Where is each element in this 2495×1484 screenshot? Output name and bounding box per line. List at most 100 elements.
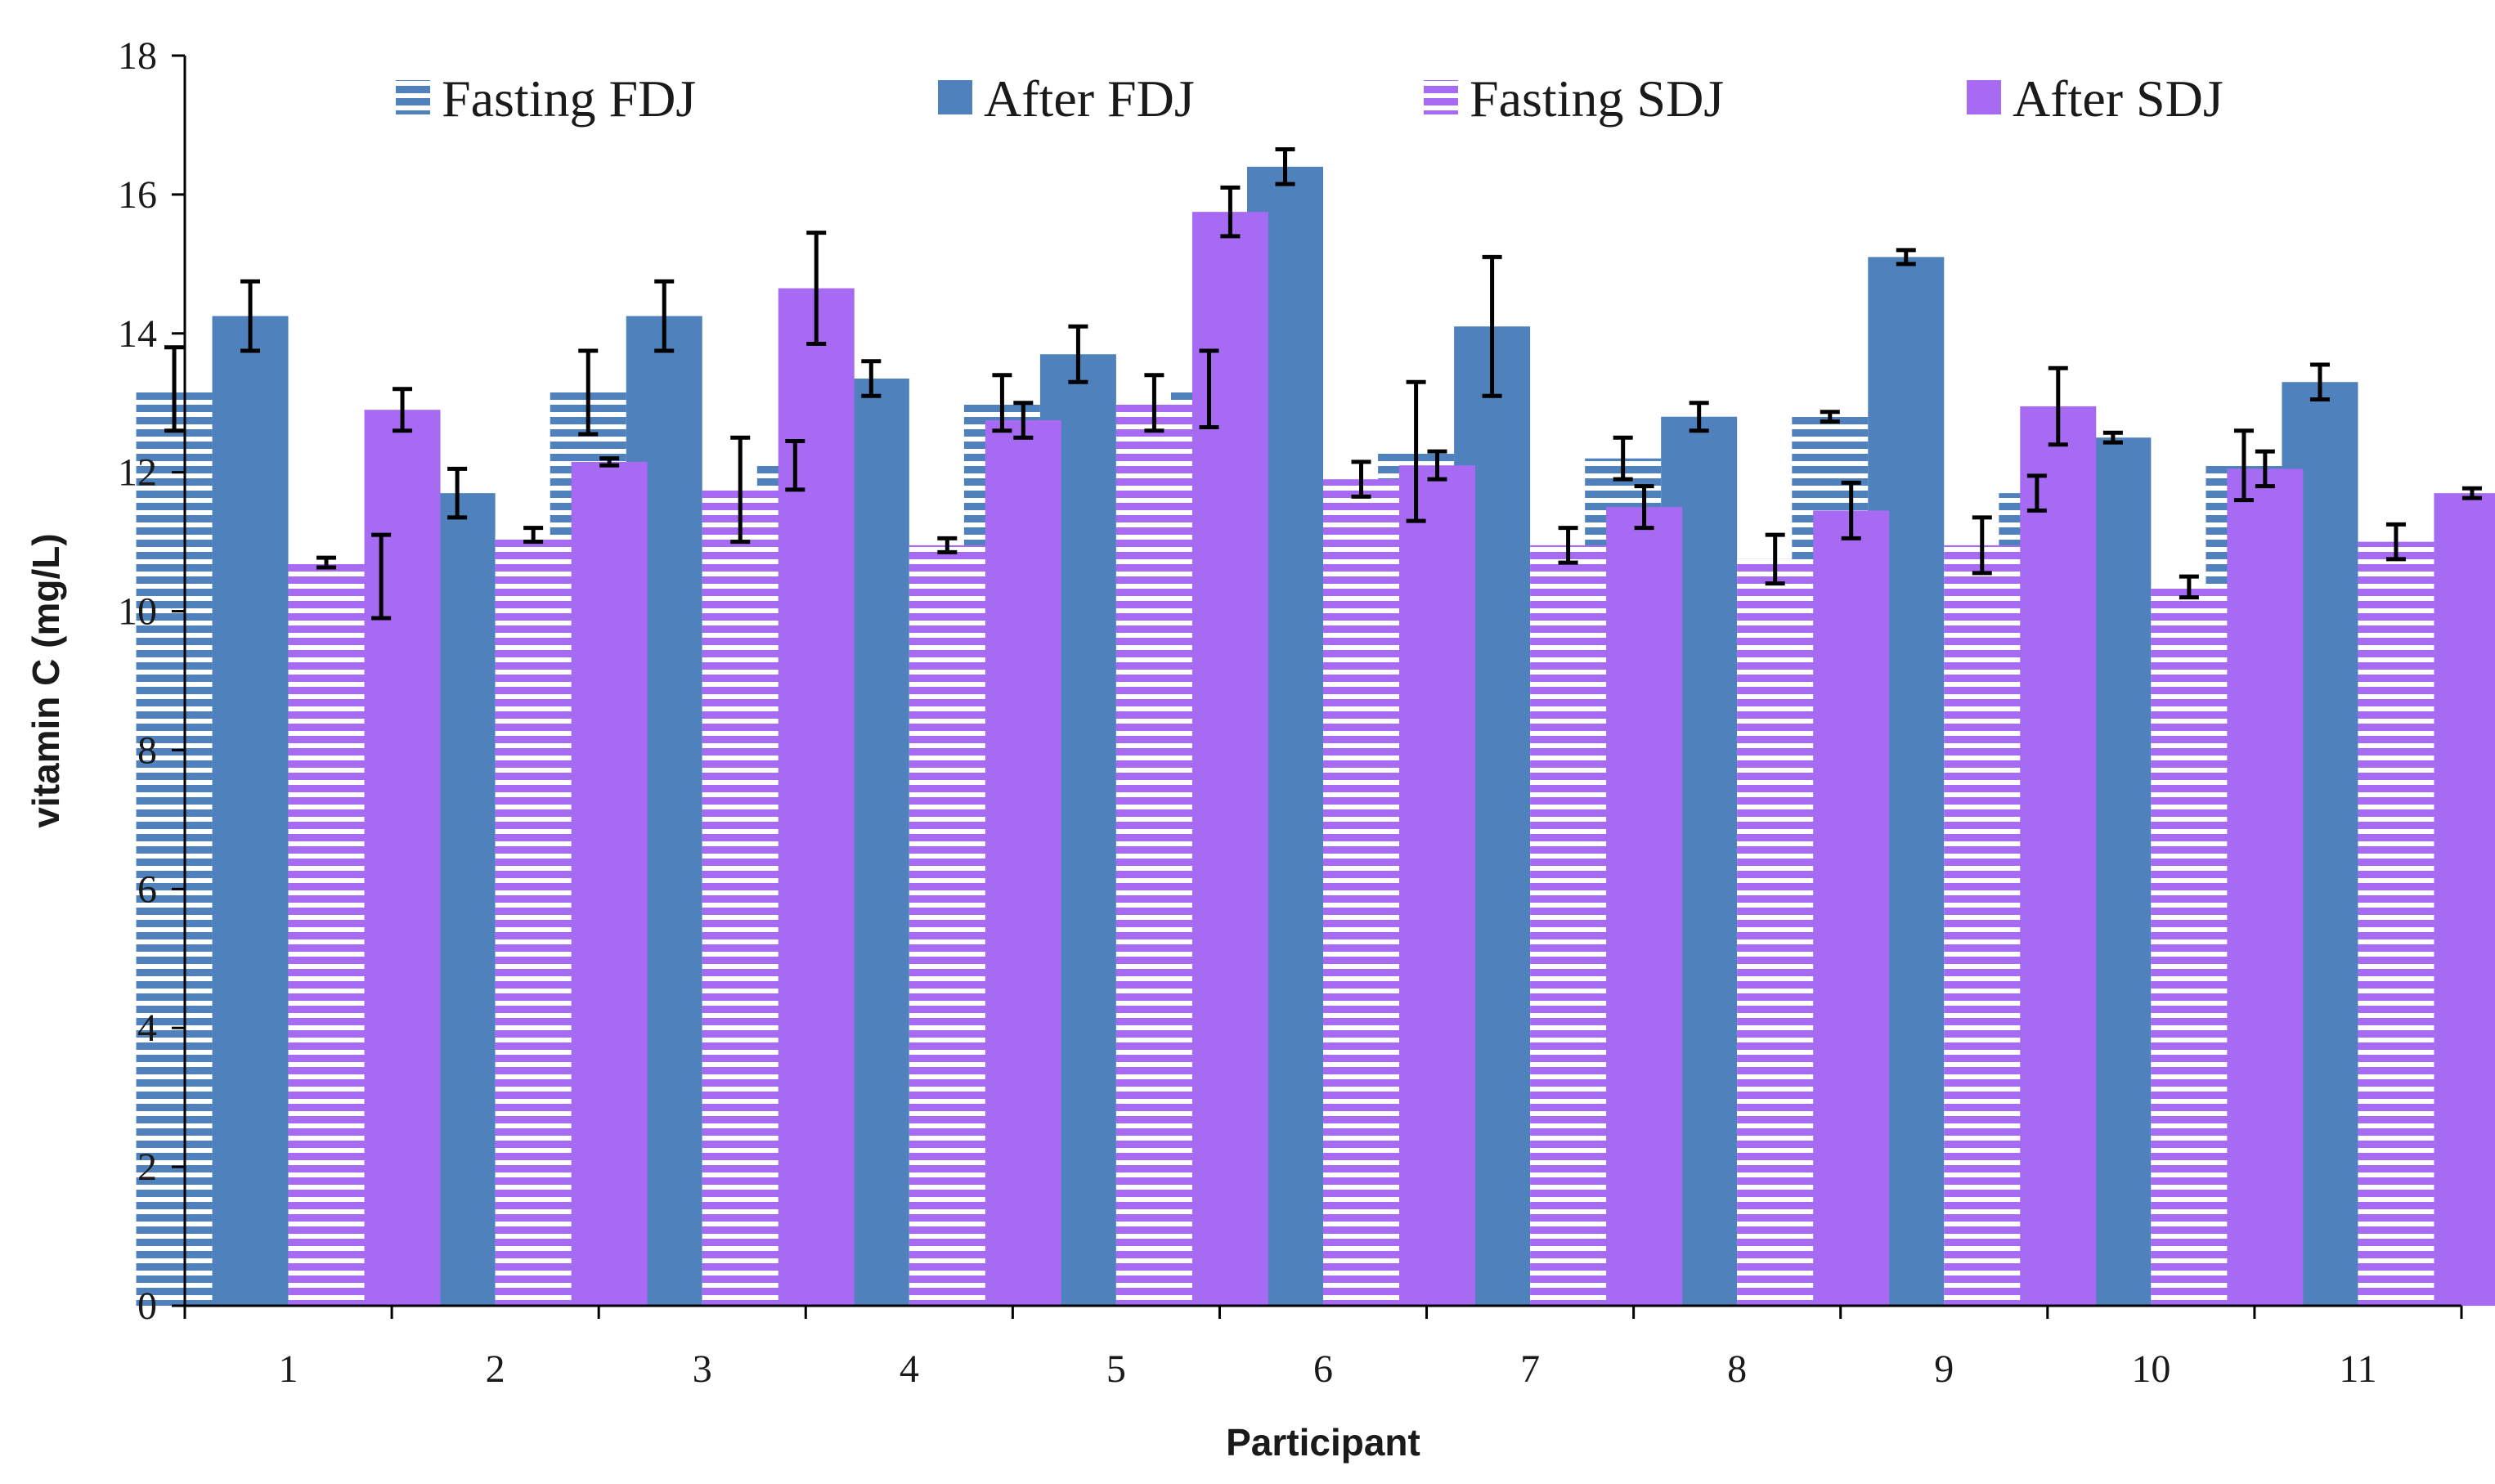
legend-label: Fasting FDJ — [442, 69, 696, 128]
error-bar-after-sdj-participant-2 — [599, 456, 620, 468]
bar-fasting-sdj-participant-1 — [288, 563, 365, 1306]
y-tick-label: 6 — [137, 868, 157, 911]
bar-fasting-sdj-participant-2 — [495, 535, 572, 1306]
x-tick-label: 7 — [1520, 1347, 1540, 1391]
error-bar-fasting-fdj-participant-2 — [371, 532, 392, 621]
error-bar-after-fdj-participant-8 — [1689, 401, 1709, 433]
error-bar-fasting-sdj-participant-6 — [1351, 460, 1371, 499]
bar-after-sdj-participant-8 — [1813, 510, 1890, 1306]
error-bar-fasting-sdj-participant-5 — [1144, 373, 1164, 433]
bar-after-sdj-participant-6 — [1399, 465, 1475, 1306]
legend-swatch — [1967, 80, 2001, 114]
error-bar-after-sdj-participant-4 — [1013, 401, 1034, 440]
bar-fasting-sdj-participant-10 — [2151, 586, 2228, 1306]
error-bar-fasting-fdj-participant-7 — [1406, 379, 1426, 523]
error-bars-layer — [164, 147, 2482, 621]
bar-after-sdj-participant-7 — [1606, 507, 1683, 1306]
x-tick-label: 4 — [900, 1347, 919, 1391]
error-bar-fasting-sdj-participant-10 — [2179, 574, 2199, 600]
error-bar-fasting-fdj-participant-5 — [992, 373, 1012, 433]
error-bar-after-fdj-participant-9 — [1896, 248, 1916, 267]
error-bar-after-fdj-participant-4 — [861, 359, 882, 398]
bars-layer — [136, 166, 2495, 1307]
error-bar-after-fdj-participant-3 — [654, 279, 675, 353]
error-bar-after-sdj-participant-7 — [1634, 484, 1654, 531]
error-bar-after-fdj-participant-6 — [1275, 147, 1295, 186]
error-bar-after-sdj-participant-5 — [1220, 185, 1241, 239]
x-tick-label: 6 — [1313, 1347, 1333, 1391]
x-tick-label: 11 — [2339, 1347, 2376, 1391]
error-bar-after-sdj-participant-3 — [806, 231, 827, 347]
error-bar-fasting-sdj-participant-2 — [523, 526, 544, 545]
legend-item-after-fdj: After FDJ — [938, 69, 1195, 128]
legend: Fasting FDJ After FDJ Fasting SDJ After SDJ — [396, 69, 2224, 128]
bar-after-sdj-participant-1 — [364, 410, 441, 1306]
error-bar-fasting-fdj-participant-3 — [578, 348, 599, 437]
error-bar-after-fdj-participant-5 — [1068, 324, 1088, 384]
bar-fasting-sdj-participant-8 — [1737, 558, 1814, 1306]
bar-after-sdj-participant-11 — [2434, 493, 2495, 1306]
error-bar-after-fdj-participant-10 — [2102, 430, 2123, 445]
error-bar-after-fdj-participant-7 — [1482, 254, 1502, 398]
bar-after-sdj-participant-9 — [2020, 406, 2097, 1306]
y-tick-label: 18 — [118, 34, 157, 78]
bar-fasting-sdj-participant-4 — [909, 545, 985, 1306]
error-bar-fasting-sdj-participant-7 — [1558, 526, 1578, 565]
x-axis-title: Participant — [1226, 1421, 1420, 1464]
legend-item-fasting-sdj: Fasting SDJ — [1424, 69, 1724, 128]
error-bar-after-sdj-participant-8 — [1841, 480, 1861, 540]
y-tick-label: 12 — [118, 451, 157, 495]
y-axis-title: vitamin C (mg/L) — [25, 533, 67, 827]
x-tick-label: 3 — [693, 1347, 712, 1391]
error-bar-fasting-fdj-participant-4 — [785, 438, 805, 492]
error-bar-fasting-sdj-participant-1 — [316, 555, 337, 570]
x-tick-label: 5 — [1106, 1347, 1126, 1391]
error-bar-after-fdj-participant-2 — [447, 466, 468, 520]
error-bar-fasting-fdj-participant-8 — [1613, 435, 1633, 482]
bar-fasting-sdj-participant-7 — [1530, 545, 1607, 1306]
legend-label: After SDJ — [2013, 69, 2224, 128]
bar-after-sdj-participant-3 — [778, 288, 855, 1306]
x-tick-label: 2 — [486, 1347, 505, 1391]
y-tick-label: 14 — [118, 312, 157, 356]
x-tick-label: 10 — [2131, 1347, 2170, 1391]
error-bar-after-fdj-participant-1 — [240, 279, 261, 353]
legend-item-fasting-fdj: Fasting FDJ — [396, 69, 696, 128]
error-bar-fasting-sdj-participant-11 — [2385, 522, 2406, 562]
error-bar-fasting-fdj-participant-10 — [2026, 473, 2047, 513]
bar-after-sdj-participant-5 — [1191, 212, 1268, 1306]
bar-fasting-sdj-participant-9 — [1944, 545, 2021, 1306]
legend-swatch — [938, 80, 972, 114]
error-bar-fasting-sdj-participant-9 — [1972, 515, 1992, 576]
error-bar-after-sdj-participant-1 — [393, 387, 413, 433]
error-bar-fasting-sdj-participant-8 — [1765, 532, 1785, 586]
x-tick-label: 9 — [1934, 1347, 1954, 1391]
error-bar-after-sdj-participant-6 — [1427, 449, 1447, 482]
bar-after-sdj-participant-4 — [985, 419, 1061, 1307]
error-bar-fasting-fdj-participant-11 — [2233, 428, 2254, 503]
y-tick-label: 8 — [137, 729, 157, 772]
x-tick-label: 1 — [279, 1347, 298, 1391]
legend-label: Fasting SDJ — [1470, 69, 1724, 128]
bar-fasting-sdj-participant-3 — [702, 489, 779, 1306]
y-tick-label: 0 — [137, 1284, 157, 1328]
y-tick-label: 4 — [137, 1007, 157, 1050]
legend-label: After FDJ — [984, 69, 1195, 128]
x-tick-label: 8 — [1727, 1347, 1747, 1391]
bar-fasting-sdj-participant-11 — [2358, 541, 2434, 1306]
error-bar-after-fdj-participant-11 — [2309, 362, 2330, 401]
error-bar-fasting-sdj-participant-3 — [730, 435, 751, 545]
legend-swatch — [396, 80, 430, 114]
legend-item-after-sdj: After SDJ — [1967, 69, 2224, 128]
bar-after-sdj-participant-2 — [571, 461, 648, 1306]
error-bar-fasting-fdj-participant-1 — [164, 345, 185, 433]
y-tick-label: 2 — [137, 1146, 157, 1189]
bar-fasting-fdj-participant-1 — [136, 388, 213, 1306]
bar-fasting-sdj-participant-5 — [1115, 402, 1192, 1307]
error-bar-fasting-sdj-participant-4 — [937, 536, 958, 554]
bar-after-sdj-participant-10 — [2227, 469, 2304, 1306]
legend-swatch — [1424, 80, 1458, 114]
